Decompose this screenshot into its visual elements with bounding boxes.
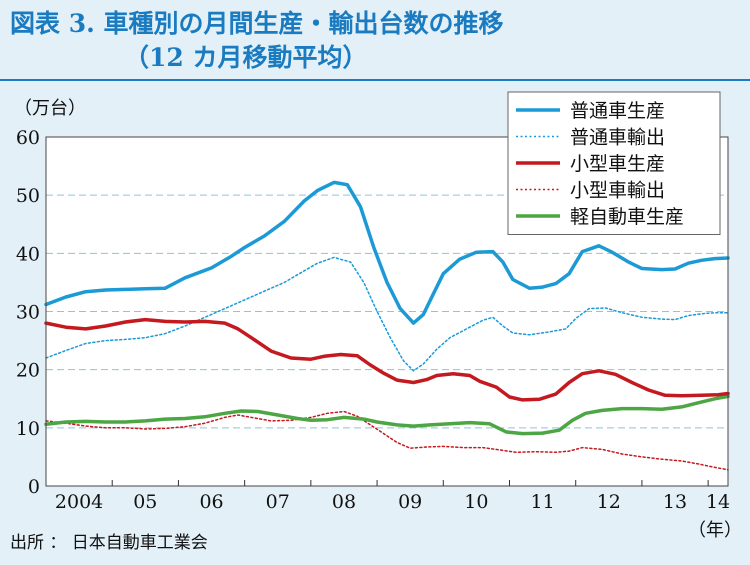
x-tick-label: 07 [266,491,290,513]
x-tick-label: 08 [332,491,356,513]
series-line-3 [44,317,730,402]
chart-title-line2: （12 カ月移動平均） [124,43,368,72]
legend-label-1: 普通車生産 [570,100,665,122]
plot-frame [45,136,729,487]
series-line-4 [45,410,729,471]
x-tick-label: 06 [199,491,223,513]
x-axis-label: （年） [688,520,742,541]
source-note: 出所 ： 日本自動車工業会 [10,533,208,553]
x-tick-label: 2004 [55,491,103,513]
x-tick-label: 12 [597,491,621,513]
x-tick-label: 11 [531,491,555,513]
y-tick-label: 40 [16,243,40,265]
legend-label-4: 小型車輸出 [570,180,665,202]
y-tick-label: 10 [16,418,40,440]
x-tick-label: 09 [398,491,422,513]
y-axis-label: （万台） [14,98,86,119]
series-line-5 [44,394,730,436]
y-tick-label: 30 [16,302,40,324]
y-tick-label: 20 [16,360,40,382]
legend-label-2: 普通車輸出 [570,127,665,149]
chart-title-line1: 図表 3. 車種別の月間生産・輸出台数の推移 [10,9,504,38]
x-tick-label: 14 [706,491,730,513]
x-tick-label: 10 [464,491,488,513]
title-underline [0,79,750,81]
legend-label-3: 小型車生産 [570,153,665,175]
y-tick-label: 60 [16,127,40,149]
x-tick-label: 05 [133,491,157,513]
legend-label-5: 軽自動車生産 [570,206,684,228]
x-tick-label: 13 [663,491,687,513]
y-tick-label: 0 [28,476,40,498]
y-tick-label: 50 [16,185,40,207]
series-line-2 [45,256,729,372]
series-line-1 [44,180,730,325]
